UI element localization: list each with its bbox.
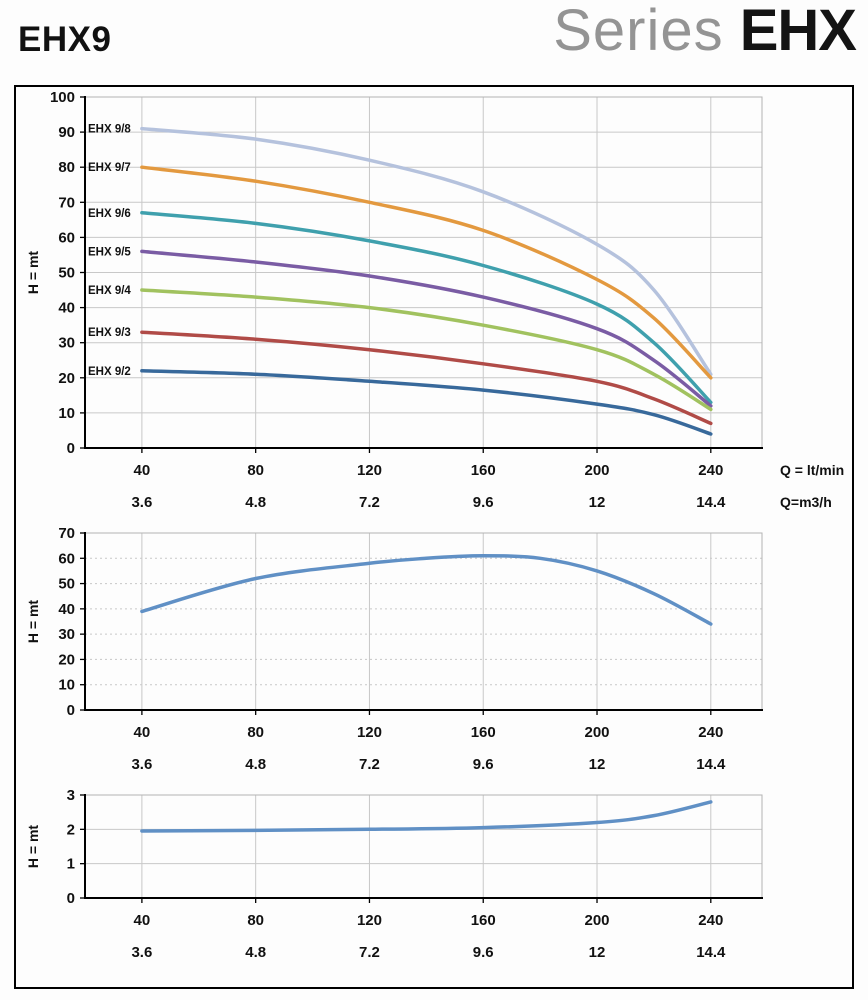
series-curve-ehx-9-2	[140, 369, 713, 436]
charts-frame: 0 10 20 30 40 50 60 70 80 90 100 H = mt 40 3.6 80 4.8 12…	[14, 85, 854, 989]
series-label: EHX 9/3	[88, 327, 131, 339]
series-label: EHX 9/4	[88, 285, 131, 297]
series-title: Series EHX	[553, 0, 857, 63]
x-tick-label-ltmin: 80	[247, 462, 264, 479]
y-axis-title: H = mt	[25, 825, 41, 869]
series-curve-ehx-9-5	[140, 249, 713, 408]
y-tick-label: 100	[50, 91, 75, 106]
x-tick-label-m3h: 4.8	[245, 494, 266, 511]
x-tick-label-m3h: 3.6	[131, 944, 152, 961]
y-tick-label: 40	[58, 300, 75, 317]
series-word: Series	[553, 0, 724, 63]
y-tick-label: 40	[58, 601, 75, 618]
series-curve-ehx-9-7	[140, 165, 713, 380]
series-label: EHX 9/7	[88, 162, 131, 174]
sheet-header: EHX9 Series EHX	[0, 0, 868, 85]
y-axis-title: H = mt	[25, 251, 41, 295]
y-tick-label: 2	[67, 821, 75, 838]
x-tick-label-ltmin: 160	[471, 462, 496, 479]
x-unit-label-m3h: Q=m3/h	[780, 494, 832, 510]
x-tick-label-m3h: 7.2	[359, 494, 380, 511]
x-tick-label-ltmin: 200	[585, 912, 610, 929]
series-label: EHX 9/6	[88, 208, 131, 220]
chart-head-curves: 0 10 20 30 40 50 60 70 80 90 100 H = mt 40 3.6 80 4.8 12…	[16, 89, 852, 533]
y-tick-label: 20	[58, 651, 75, 668]
x-tick-label-m3h: 14.4	[696, 944, 726, 961]
x-tick-label-ltmin: 40	[134, 912, 151, 929]
y-tick-label: 3	[67, 789, 75, 804]
model-title: EHX9	[18, 20, 112, 59]
x-tick-label-ltmin: 120	[357, 462, 382, 479]
y-tick-label: 10	[58, 677, 75, 694]
x-tick-label-ltmin: 200	[585, 724, 610, 741]
y-tick-label: 60	[58, 550, 75, 567]
x-tick-label-m3h: 9.6	[473, 756, 494, 773]
x-tick-label-ltmin: 80	[247, 724, 264, 741]
x-tick-label-m3h: 4.8	[245, 756, 266, 773]
y-tick-label: 90	[58, 124, 75, 141]
y-tick-label: 70	[58, 527, 75, 542]
series-name: EHX	[739, 0, 857, 63]
x-tick-label-m3h: 7.2	[359, 756, 380, 773]
x-tick-label-ltmin: 40	[134, 462, 151, 479]
series-curve-bottom-curve	[140, 800, 713, 833]
y-tick-label: 10	[58, 405, 75, 422]
x-tick-label-ltmin: 80	[247, 912, 264, 929]
y-tick-label: 50	[58, 576, 75, 593]
y-axis-title: H = mt	[25, 600, 41, 644]
y-tick-label: 80	[58, 159, 75, 176]
x-tick-label-m3h: 9.6	[473, 944, 494, 961]
x-tick-label-ltmin: 40	[134, 724, 151, 741]
series-label: EHX 9/5	[88, 246, 131, 258]
series-label: EHX 9/8	[88, 124, 131, 136]
x-tick-label-ltmin: 160	[471, 912, 496, 929]
y-tick-label: 60	[58, 229, 75, 246]
y-tick-label: 70	[58, 194, 75, 211]
x-tick-label-m3h: 9.6	[473, 494, 494, 511]
y-tick-label: 0	[67, 890, 75, 907]
x-tick-label-ltmin: 160	[471, 724, 496, 741]
x-tick-label-m3h: 14.4	[696, 756, 726, 773]
series-curve-ehx-9-6	[140, 211, 713, 405]
x-tick-label-m3h: 3.6	[131, 756, 152, 773]
y-tick-label: 1	[67, 856, 75, 873]
x-tick-label-m3h: 3.6	[131, 494, 152, 511]
y-tick-label: 20	[58, 370, 75, 387]
x-tick-label-m3h: 12	[589, 756, 606, 773]
x-tick-label-m3h: 4.8	[245, 944, 266, 961]
series-curve-ehx-9-3	[140, 330, 713, 426]
x-tick-label-m3h: 12	[589, 494, 606, 511]
x-tick-label-ltmin: 200	[585, 462, 610, 479]
y-tick-label: 30	[58, 626, 75, 643]
x-tick-label-ltmin: 240	[698, 912, 723, 929]
series-label: EHX 9/2	[88, 366, 131, 378]
y-tick-label: 0	[67, 440, 75, 457]
x-tick-label-ltmin: 240	[698, 462, 723, 479]
x-tick-label-m3h: 7.2	[359, 944, 380, 961]
x-tick-label-ltmin: 120	[357, 724, 382, 741]
x-tick-label-ltmin: 120	[357, 912, 382, 929]
x-tick-label-ltmin: 240	[698, 724, 723, 741]
series-curve-ehx-9-4	[140, 288, 713, 412]
x-unit-label-ltmin: Q = lt/min	[780, 462, 844, 478]
middle-curve-svg: 0 10 20 30 40 50 60 70 H = mt 40 3.6 80 4.8 120 7.2 160…	[25, 525, 763, 773]
series-curve-middle-curve	[140, 554, 713, 626]
x-tick-label-m3h: 14.4	[696, 494, 726, 511]
chart-middle-curve: 0 10 20 30 40 50 60 70 H = mt 40 3.6 80 4.8 120 7.2 160…	[16, 525, 852, 795]
y-tick-label: 0	[67, 702, 75, 719]
x-tick-label-m3h: 12	[589, 944, 606, 961]
head-curves-svg: 0 10 20 30 40 50 60 70 80 90 100 H = mt 40 3.6 80 4.8 12…	[25, 89, 844, 511]
series-curve-ehx-9-8	[140, 126, 713, 377]
y-tick-label: 30	[58, 335, 75, 352]
plot-border	[84, 794, 763, 899]
y-tick-label: 50	[58, 265, 75, 282]
